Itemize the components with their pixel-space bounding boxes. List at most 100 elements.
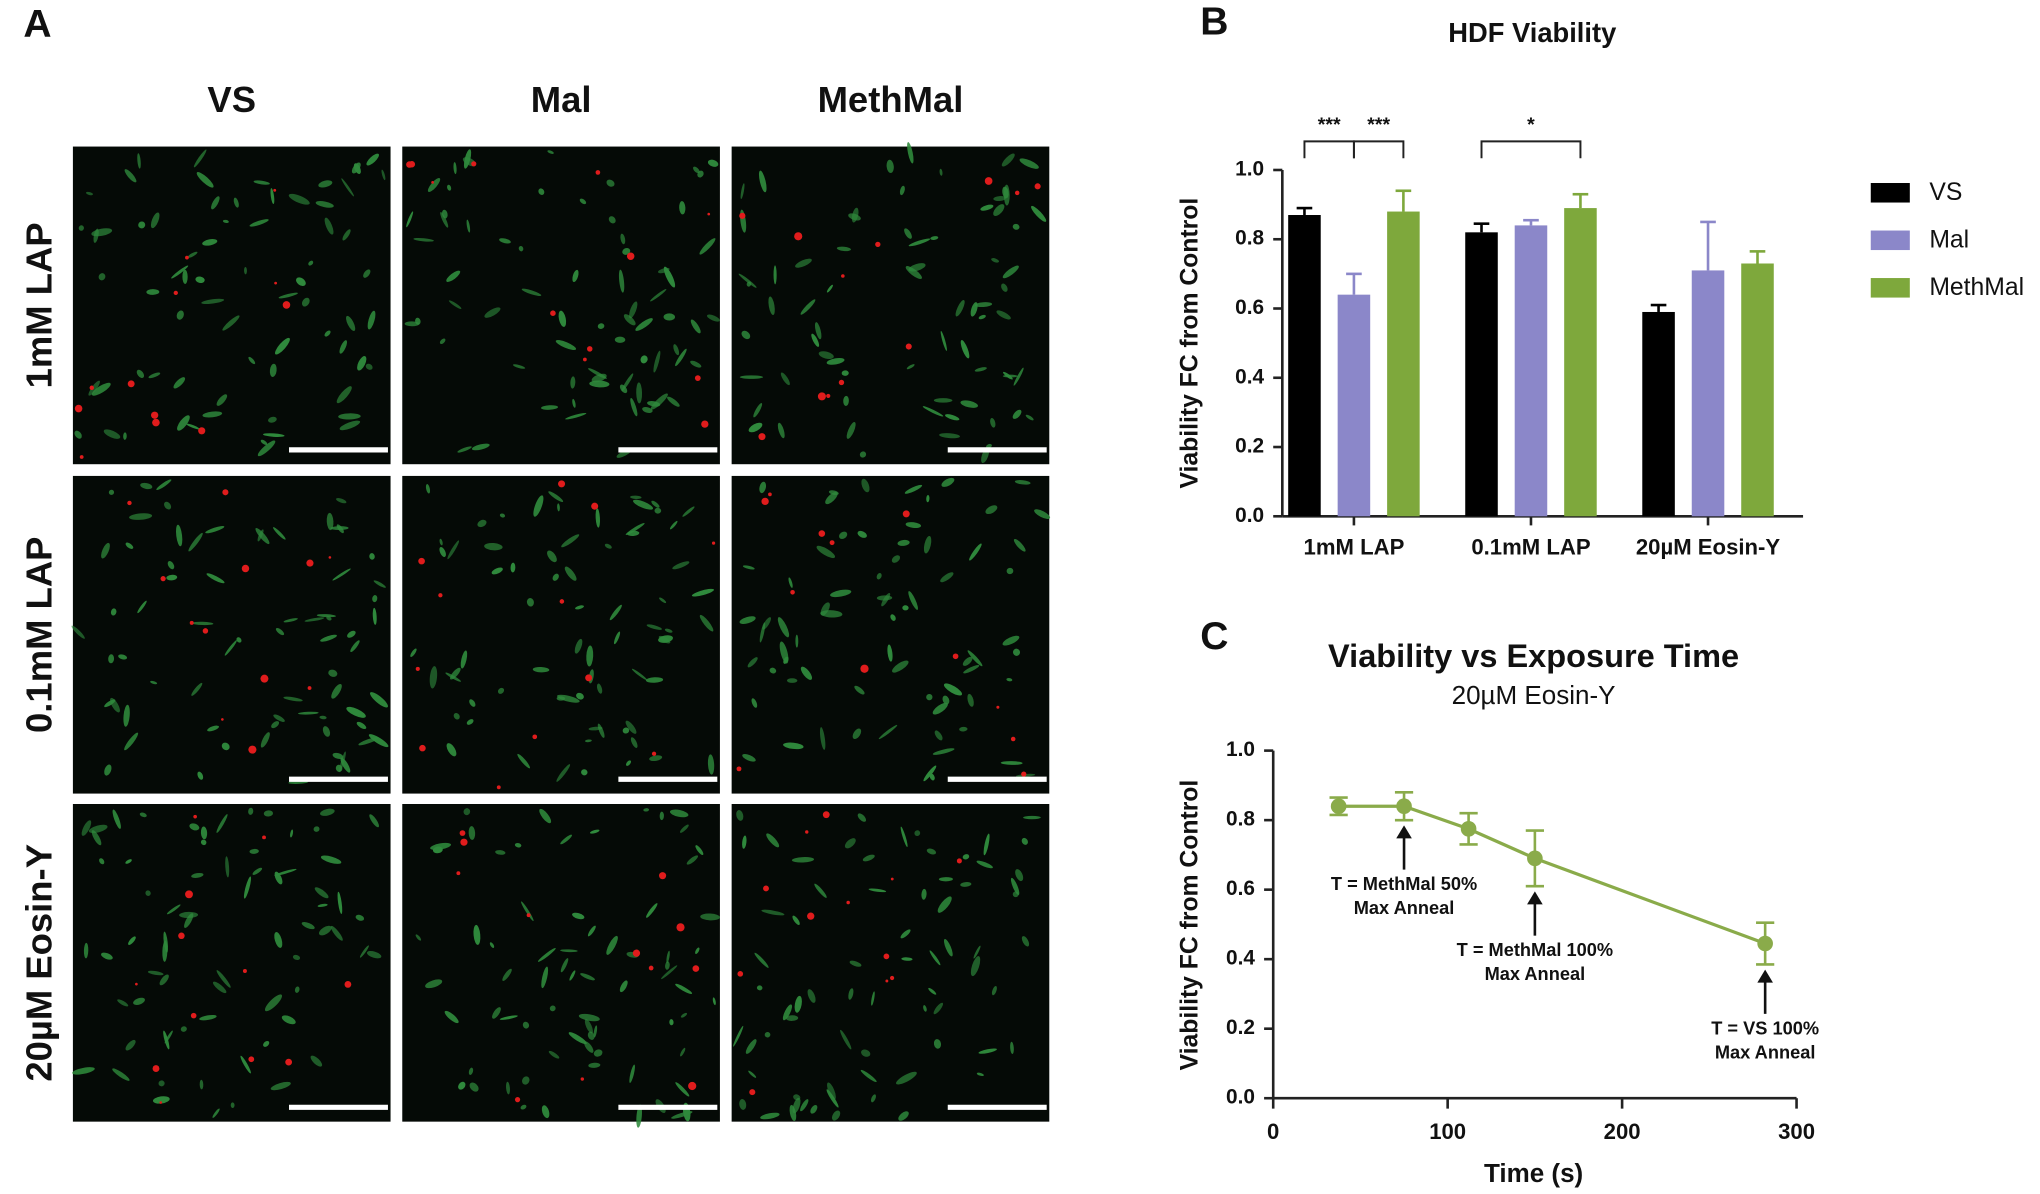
live-cell <box>647 401 661 407</box>
live-cell <box>199 1079 204 1090</box>
live-cell <box>630 737 638 748</box>
live-cell <box>366 951 382 959</box>
live-cell <box>695 845 704 856</box>
live-cell <box>839 531 848 540</box>
dead-cell <box>241 564 250 573</box>
dead-cell <box>739 212 746 219</box>
live-cell <box>754 952 769 968</box>
live-cell <box>233 197 239 208</box>
dead-cell <box>222 489 229 496</box>
live-cell <box>792 915 800 926</box>
live-cell <box>939 433 960 439</box>
dead-cell <box>285 1058 293 1066</box>
live-cell <box>313 826 320 832</box>
live-cell <box>622 247 631 255</box>
live-cell <box>484 307 501 318</box>
dead-cell <box>471 161 477 167</box>
dead-cell <box>152 418 160 427</box>
live-cell <box>274 871 283 885</box>
live-cell <box>128 936 136 945</box>
live-cell <box>406 211 414 228</box>
dead-cell <box>260 674 269 683</box>
live-cell <box>410 648 417 658</box>
live-cell <box>191 621 214 626</box>
live-cell <box>929 773 935 781</box>
live-cell <box>777 617 790 638</box>
live-cell <box>517 753 531 769</box>
bar <box>1288 215 1321 517</box>
x-tick-label: 0 <box>1267 1119 1279 1144</box>
dead-cell <box>807 912 815 920</box>
live-cell <box>848 988 854 1000</box>
x-tick-label: 1mM LAP <box>1304 535 1405 560</box>
live-cell <box>923 765 937 782</box>
live-cell <box>330 526 349 530</box>
live-cell <box>706 314 720 322</box>
dead-cell <box>459 830 466 836</box>
live-cell <box>556 764 571 782</box>
live-cell <box>274 932 283 948</box>
live-cell <box>270 1081 291 1091</box>
live-cell <box>570 376 576 389</box>
live-cell <box>301 921 315 930</box>
significance-bracket <box>1352 140 1405 159</box>
live-cell <box>81 820 92 836</box>
live-cell <box>463 808 471 816</box>
live-cell <box>125 542 134 549</box>
live-cell <box>372 607 377 625</box>
live-cell <box>887 644 893 662</box>
live-cell <box>202 239 218 246</box>
live-cell <box>993 196 1007 202</box>
live-cell <box>521 288 542 296</box>
significance-bracket <box>1303 140 1355 159</box>
live-cell <box>960 340 970 359</box>
live-cell <box>859 451 867 458</box>
live-cell <box>1002 374 1018 378</box>
dead-cell <box>198 427 206 435</box>
live-cell <box>578 1013 600 1022</box>
live-cell <box>248 356 256 365</box>
dead-cell <box>768 492 772 497</box>
x-tick-label: 300 <box>1778 1119 1815 1144</box>
live-cell <box>457 446 472 453</box>
dead-cell <box>749 1089 756 1096</box>
live-cell <box>164 1030 173 1044</box>
live-cell <box>522 1076 530 1085</box>
live-cell <box>206 573 225 584</box>
live-cell <box>974 367 987 372</box>
legend-swatch <box>1870 183 1910 203</box>
live-cell <box>810 1104 818 1114</box>
dead-cell <box>632 949 641 957</box>
live-cell <box>898 1111 909 1121</box>
live-cell <box>366 153 379 166</box>
live-cell <box>960 882 972 887</box>
significance-label: * <box>1527 114 1535 136</box>
dead-cell <box>1014 190 1020 196</box>
live-cell <box>212 1108 220 1118</box>
live-cell <box>112 1068 130 1081</box>
live-cell <box>521 901 534 922</box>
live-cell <box>458 1081 466 1090</box>
micrograph <box>402 146 720 465</box>
live-cell <box>283 618 298 623</box>
live-cell <box>939 168 943 176</box>
live-cell <box>626 760 632 766</box>
live-cell <box>682 506 695 517</box>
live-cell <box>693 166 700 174</box>
live-cell <box>933 1039 942 1049</box>
live-cell <box>152 1096 170 1104</box>
dead-cell <box>580 1077 585 1081</box>
dead-cell <box>595 170 601 175</box>
live-cell <box>216 970 231 988</box>
live-cell <box>587 1031 595 1040</box>
live-cell <box>137 600 147 614</box>
dead-cell <box>956 858 962 864</box>
live-cell <box>664 628 673 633</box>
live-cell <box>83 942 89 959</box>
live-cell <box>955 299 965 317</box>
live-cell <box>666 950 670 964</box>
live-cell <box>359 945 369 958</box>
live-cell <box>522 1021 530 1029</box>
live-cell <box>506 1081 510 1095</box>
y-tick-label: 0.4 <box>1226 947 1255 970</box>
